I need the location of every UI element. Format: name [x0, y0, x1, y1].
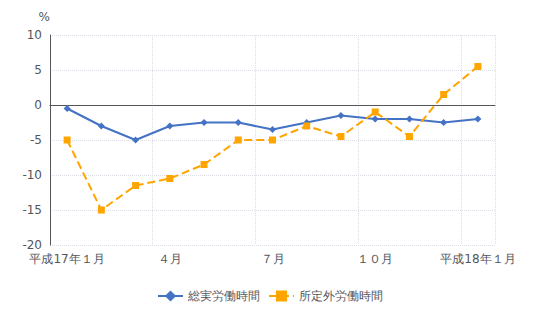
svg-text:%: % [39, 10, 50, 24]
svg-text:所定外労働時間: 所定外労働時間 [299, 289, 383, 303]
svg-text:0: 0 [34, 98, 42, 112]
svg-text:総実労働時間: 総実労働時間 [187, 289, 260, 303]
svg-text:-10: -10 [22, 168, 42, 182]
svg-text:-5: -5 [30, 133, 42, 147]
svg-text:10: 10 [27, 28, 42, 42]
svg-text:１０月: １０月 [357, 252, 393, 266]
svg-text:-20: -20 [22, 238, 42, 252]
svg-text:７月: ７月 [261, 252, 285, 266]
svg-text:平成17年１月: 平成17年１月 [29, 252, 104, 266]
svg-text:-15: -15 [22, 203, 42, 217]
svg-text:平成18年１月: 平成18年１月 [440, 252, 515, 266]
svg-text:5: 5 [34, 63, 42, 77]
svg-text:４月: ４月 [158, 252, 182, 266]
